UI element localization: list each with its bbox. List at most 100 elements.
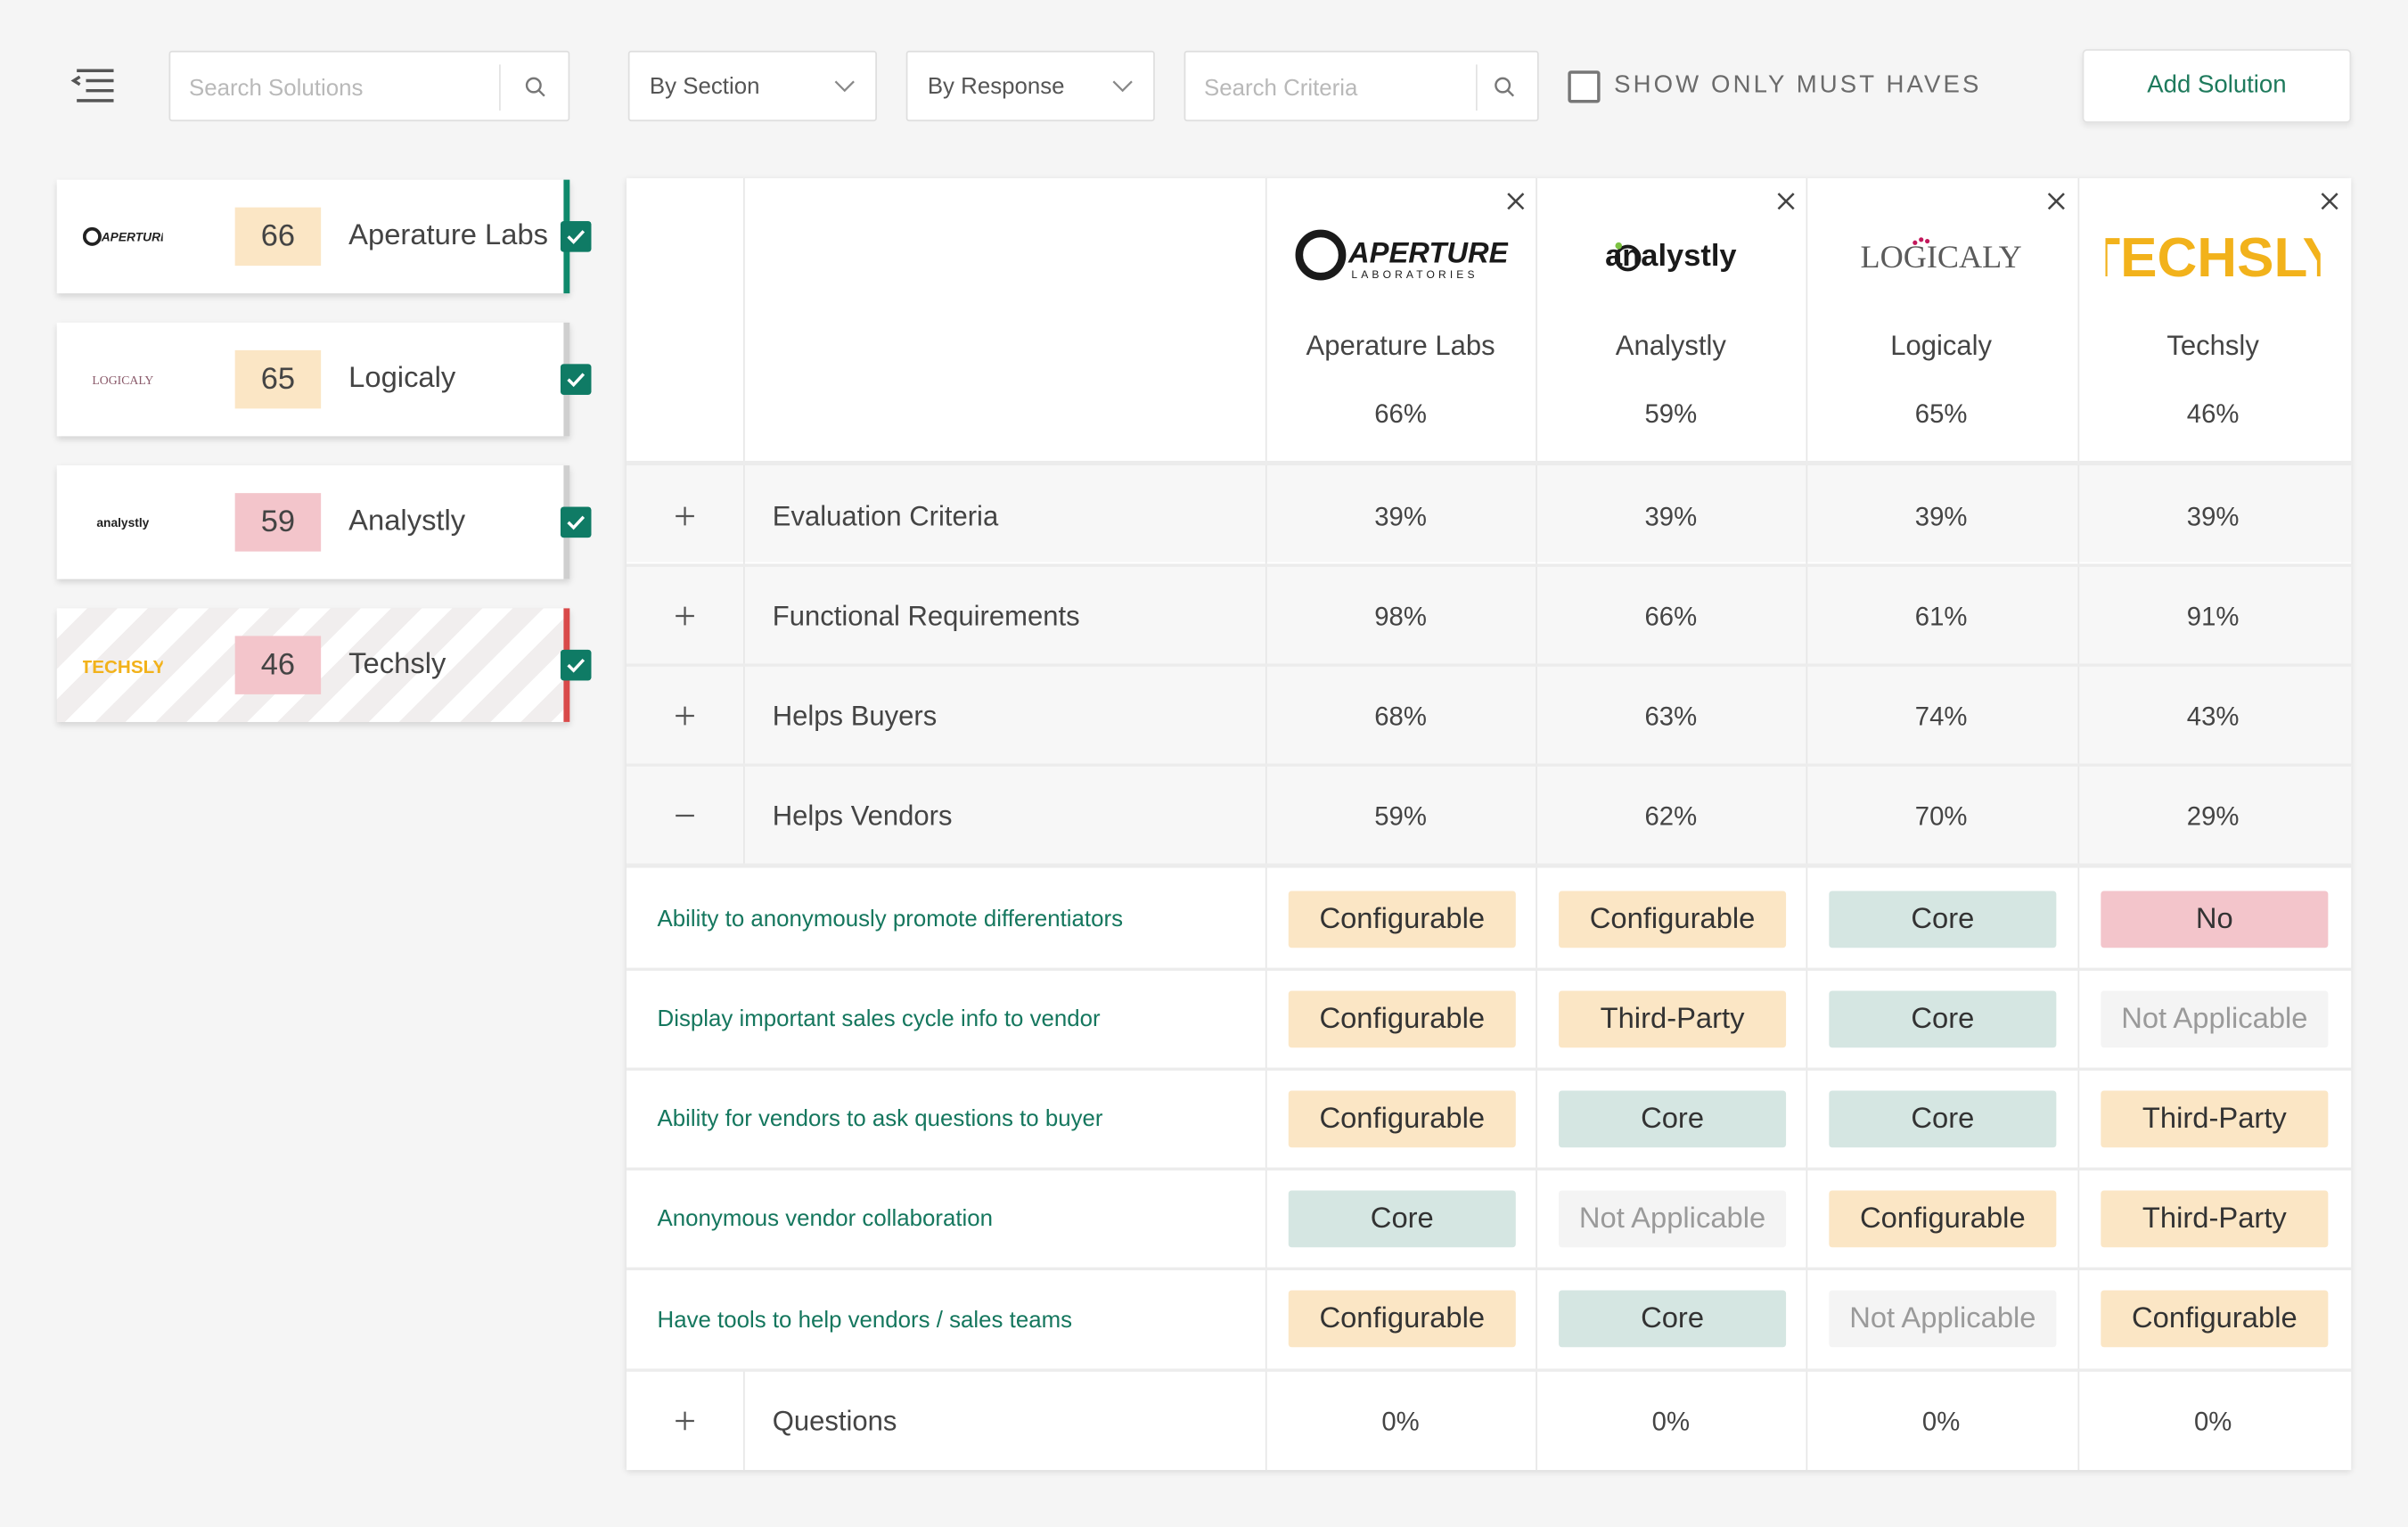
response-badge: Configurable — [1288, 1090, 1516, 1148]
response-badge: Configurable — [2101, 1290, 2329, 1348]
column-solution-name: Aperature Labs — [1306, 330, 1495, 361]
section-row-bg — [627, 765, 2352, 864]
column-solution-score: 59% — [1644, 399, 1698, 429]
column-solution-score: 66% — [1374, 399, 1427, 429]
search-icon[interactable] — [522, 74, 550, 102]
by-response-select[interactable]: By Response — [905, 50, 1155, 122]
section-score: 61% — [1914, 602, 1968, 632]
section-label[interactable]: Helps Buyers — [772, 700, 938, 732]
response-badge: Core — [1829, 1090, 2057, 1148]
aperture-logo: APERTURE LABORATORIES — [1265, 209, 1536, 300]
response-badge: Core — [1829, 891, 2057, 948]
by-section-select[interactable]: By Section — [627, 50, 877, 122]
grid-line — [743, 1370, 745, 1471]
search-solutions-input[interactable] — [185, 52, 500, 123]
section-score: 29% — [2186, 801, 2240, 832]
divider — [499, 64, 501, 111]
close-icon[interactable] — [2045, 191, 2067, 212]
analystly-logo: analystly — [70, 499, 177, 546]
response-badge: Configurable — [1288, 1290, 1516, 1348]
svg-text:analystly: analystly — [96, 516, 149, 530]
section-score: 39% — [1914, 502, 1968, 532]
solution-card[interactable]: APERTURE 66 Aperature Labs — [56, 179, 592, 294]
chevron-down-icon — [1112, 80, 1133, 93]
solution-card[interactable]: TECHSLY 46 Techsly — [56, 608, 592, 722]
add-solution-button[interactable]: Add Solution — [2082, 49, 2352, 123]
section-score: 70% — [1914, 801, 1968, 832]
grid-line — [1536, 177, 1537, 1471]
solution-score: 65 — [234, 349, 322, 409]
menu-collapse-icon[interactable] — [68, 64, 117, 107]
response-badge: Configurable — [1288, 891, 1516, 948]
grid-line — [743, 177, 745, 864]
criterion-label[interactable]: Ability for vendors to ask questions to … — [657, 1105, 1103, 1132]
plus-icon[interactable] — [674, 505, 695, 527]
analystly-logo: analystly — [1536, 209, 1806, 300]
section-row-bg — [627, 464, 2352, 562]
section-label[interactable]: Evaluation Criteria — [772, 500, 999, 532]
criterion-label[interactable]: Have tools to help vendors / sales teams — [657, 1307, 1073, 1334]
plus-icon[interactable] — [674, 705, 695, 727]
section-score: 63% — [1644, 702, 1698, 732]
search-criteria-input[interactable] — [1200, 52, 1478, 123]
grid-line — [627, 863, 2352, 868]
close-icon[interactable] — [2319, 191, 2340, 212]
grid-line — [627, 1267, 2352, 1271]
response-badge: Core — [1288, 1190, 1516, 1248]
minus-icon[interactable] — [674, 805, 695, 826]
must-haves-label: SHOW ONLY MUST HAVES — [1614, 71, 1982, 99]
search-criteria-box — [1184, 50, 1539, 123]
solution-card[interactable]: LOGICALY 65 Logicaly — [56, 322, 592, 437]
section-score: 0% — [2193, 1407, 2232, 1437]
section-score: 39% — [1374, 502, 1427, 532]
svg-text:TECHSLY: TECHSLY — [83, 657, 163, 677]
response-badge: Configurable — [1288, 990, 1516, 1048]
section-score: 0% — [1651, 1407, 1691, 1437]
techsly-logo: TECHSLY — [2077, 209, 2347, 300]
svg-text:APERTURE: APERTURE — [1347, 236, 1508, 269]
plus-icon[interactable] — [674, 1410, 695, 1432]
response-badge: Not Applicable — [1559, 1190, 1787, 1248]
response-badge: Third-Party — [2101, 1090, 2329, 1148]
check-icon[interactable] — [560, 506, 592, 538]
plus-icon[interactable] — [674, 605, 695, 627]
section-label[interactable]: Functional Requirements — [772, 600, 1080, 632]
must-haves-checkbox[interactable] — [1568, 70, 1601, 103]
check-icon[interactable] — [560, 649, 592, 681]
section-score: 59% — [1374, 801, 1427, 832]
solution-score: 59 — [234, 493, 322, 552]
solution-name: Analystly — [348, 505, 466, 538]
svg-text:LOGICALY: LOGICALY — [1861, 239, 2022, 275]
solution-name: Techsly — [348, 648, 446, 681]
section-score: 66% — [1644, 602, 1698, 632]
solution-score: 66 — [234, 207, 322, 267]
response-badge: Third-Party — [2101, 1190, 2329, 1248]
grid-line — [627, 1167, 2352, 1171]
search-solutions-box — [168, 50, 570, 123]
column-solution-name: Analystly — [1615, 330, 1726, 361]
section-label[interactable]: Questions — [772, 1405, 897, 1437]
solution-card[interactable]: analystly 59 Analystly — [56, 465, 592, 579]
section-score: 39% — [2186, 502, 2240, 532]
check-icon[interactable] — [560, 364, 592, 395]
svg-text:analystly: analystly — [1605, 239, 1736, 273]
response-badge: Core — [1559, 1090, 1787, 1148]
check-icon[interactable] — [560, 221, 592, 252]
section-score: 62% — [1644, 801, 1698, 832]
section-row-bg — [627, 565, 2352, 664]
close-icon[interactable] — [1505, 191, 1527, 212]
techsly-logo: TECHSLY — [70, 642, 177, 688]
by-response-label: By Response — [927, 73, 1065, 101]
grid-line — [627, 1368, 2352, 1372]
criterion-label[interactable]: Anonymous vendor collaboration — [657, 1205, 993, 1233]
section-score: 43% — [2186, 702, 2240, 732]
section-label[interactable]: Helps Vendors — [772, 800, 953, 832]
search-icon[interactable] — [1491, 74, 1519, 102]
by-section-label: By Section — [649, 73, 760, 101]
criterion-label[interactable]: Display important sales cycle info to ve… — [657, 1006, 1101, 1032]
chevron-down-icon — [834, 80, 855, 93]
close-icon[interactable] — [1775, 191, 1797, 212]
grid-line — [627, 563, 2352, 567]
section-score: 98% — [1374, 602, 1427, 632]
criterion-label[interactable]: Ability to anonymously promote different… — [657, 906, 1124, 932]
